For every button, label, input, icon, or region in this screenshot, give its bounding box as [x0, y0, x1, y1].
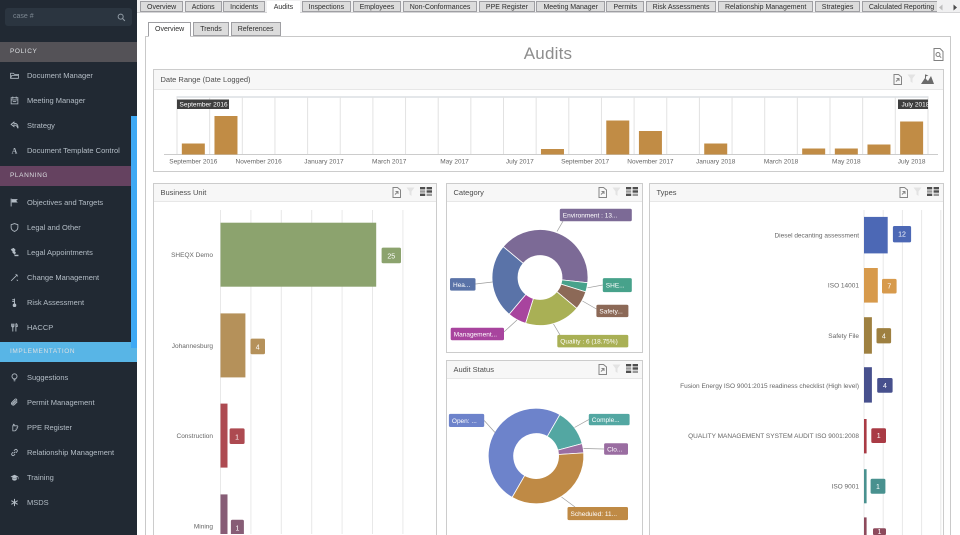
- svg-text:November 2016: November 2016: [236, 159, 283, 166]
- svg-text:March 2018: March 2018: [764, 159, 799, 166]
- svg-text:Scheduled: 11...: Scheduled: 11...: [571, 511, 618, 518]
- svg-text:September 2016: September 2016: [180, 102, 228, 109]
- svg-text:September 2017: September 2017: [561, 159, 609, 166]
- svg-text:Safety File: Safety File: [828, 333, 859, 340]
- svg-text:25: 25: [387, 254, 395, 261]
- svg-text:1: 1: [877, 433, 881, 440]
- svg-text:September 2016: September 2016: [169, 159, 217, 166]
- svg-text:Hea...: Hea...: [453, 282, 471, 289]
- svg-text:4: 4: [882, 333, 886, 340]
- svg-text:Diesel decanting assessment: Diesel decanting assessment: [774, 232, 859, 239]
- svg-text:SHEQX Demo: SHEQX Demo: [171, 252, 213, 259]
- svg-text:Johannesburg: Johannesburg: [172, 343, 214, 350]
- svg-text:January 2017: January 2017: [304, 159, 344, 166]
- svg-text:July 2017: July 2017: [506, 159, 534, 166]
- svg-text:7: 7: [887, 284, 891, 291]
- svg-text:SHE...: SHE...: [606, 283, 625, 290]
- svg-text:A: A: [12, 146, 18, 155]
- svg-text:May 2017: May 2017: [440, 159, 469, 166]
- svg-text:1: 1: [235, 434, 239, 441]
- svg-text:ISO 9001: ISO 9001: [832, 483, 860, 490]
- svg-text:Mining: Mining: [194, 524, 214, 531]
- svg-text:1: 1: [876, 484, 880, 491]
- svg-text:July 2018: July 2018: [902, 102, 930, 109]
- svg-text:November 2017: November 2017: [627, 159, 674, 166]
- svg-text:January 2018: January 2018: [696, 159, 736, 166]
- svg-text:July 2018: July 2018: [898, 159, 926, 166]
- svg-text:May 2018: May 2018: [832, 159, 861, 166]
- svg-text:Clo...: Clo...: [607, 446, 622, 453]
- svg-text:1: 1: [878, 529, 882, 535]
- svg-text:QUALITY MANAGEMENT SYSTEM AUDI: QUALITY MANAGEMENT SYSTEM AUDIT ISO 9001…: [688, 433, 859, 440]
- svg-text:Management...: Management...: [454, 331, 498, 338]
- svg-text:Open: ...: Open: ...: [452, 418, 477, 425]
- svg-text:Fusion Energy ISO 9001:2015 re: Fusion Energy ISO 9001:2015 readiness ch…: [680, 383, 859, 390]
- svg-text:Construction: Construction: [177, 433, 214, 440]
- svg-text:Comple...: Comple...: [592, 417, 620, 424]
- svg-text:12: 12: [898, 232, 906, 239]
- svg-text:Environment : 13...: Environment : 13...: [563, 212, 618, 219]
- svg-text:ISO 14001: ISO 14001: [828, 283, 859, 290]
- svg-text:Quality : 6 (18.75%): Quality : 6 (18.75%): [560, 339, 617, 346]
- svg-text:Safety...: Safety...: [599, 308, 623, 315]
- svg-text:4: 4: [256, 345, 260, 352]
- svg-text:1: 1: [235, 526, 239, 533]
- svg-text:4: 4: [883, 383, 887, 390]
- svg-text:March 2017: March 2017: [372, 159, 407, 166]
